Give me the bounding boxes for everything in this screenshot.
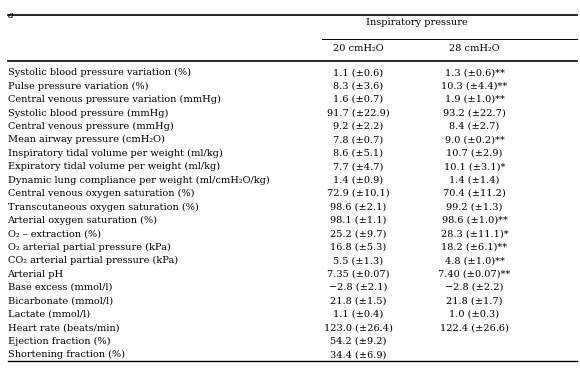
Text: Pulse pressure variation (%): Pulse pressure variation (%)	[8, 82, 148, 91]
Text: Transcutaneous oxygen saturation (%): Transcutaneous oxygen saturation (%)	[8, 202, 198, 212]
Text: 28.3 (±11.1)*: 28.3 (±11.1)*	[441, 229, 508, 238]
Text: 123.0 (±26.4): 123.0 (±26.4)	[324, 323, 393, 332]
Text: Heart rate (beats/min): Heart rate (beats/min)	[8, 323, 119, 332]
Text: 1.1 (±0.6): 1.1 (±0.6)	[334, 68, 383, 77]
Text: −2.8 (±2.1): −2.8 (±2.1)	[329, 283, 387, 292]
Text: Ejection fraction (%): Ejection fraction (%)	[8, 337, 110, 346]
Text: CO₂ arterial partial pressure (kPa): CO₂ arterial partial pressure (kPa)	[8, 256, 177, 265]
Text: 7.7 (±4.7): 7.7 (±4.7)	[334, 162, 383, 171]
Text: 16.8 (±5.3): 16.8 (±5.3)	[331, 243, 386, 252]
Text: a: a	[8, 11, 13, 20]
Text: 1.4 (±1.4): 1.4 (±1.4)	[450, 176, 499, 184]
Text: Inspiratory tidal volume per weight (ml/kg): Inspiratory tidal volume per weight (ml/…	[8, 149, 222, 158]
Text: Expiratory tidal volume per weight (ml/kg): Expiratory tidal volume per weight (ml/k…	[8, 162, 220, 171]
Text: 98.6 (±1.0)**: 98.6 (±1.0)**	[441, 216, 508, 225]
Text: 18.2 (±6.1)**: 18.2 (±6.1)**	[441, 243, 508, 252]
Text: 20 cmH₂O: 20 cmH₂O	[333, 44, 384, 53]
Text: Shortening fraction (%): Shortening fraction (%)	[8, 350, 125, 359]
Text: 72.9 (±10.1): 72.9 (±10.1)	[327, 189, 390, 198]
Text: Dynamic lung compliance per weight (ml/cmH₂O/kg): Dynamic lung compliance per weight (ml/c…	[8, 176, 269, 185]
Text: 5.5 (±1.3): 5.5 (±1.3)	[334, 256, 383, 265]
Text: 122.4 (±26.6): 122.4 (±26.6)	[440, 323, 509, 332]
Text: 7.35 (±0.07): 7.35 (±0.07)	[327, 269, 390, 279]
Text: O₂ arterial partial pressure (kPa): O₂ arterial partial pressure (kPa)	[8, 243, 171, 252]
Text: 21.8 (±1.7): 21.8 (±1.7)	[446, 297, 503, 305]
Text: Arterial pH: Arterial pH	[8, 269, 64, 279]
Text: 1.9 (±1.0)**: 1.9 (±1.0)**	[444, 95, 505, 104]
Text: 1.3 (±0.6)**: 1.3 (±0.6)**	[444, 68, 505, 77]
Text: 8.6 (±5.1): 8.6 (±5.1)	[334, 149, 383, 158]
Text: 54.2 (±9.2): 54.2 (±9.2)	[330, 337, 387, 346]
Text: Systolic blood pressure (mmHg): Systolic blood pressure (mmHg)	[8, 108, 168, 117]
Text: −2.8 (±2.2): −2.8 (±2.2)	[445, 283, 503, 292]
Text: 34.4 (±6.9): 34.4 (±6.9)	[330, 350, 387, 359]
Text: 93.2 (±22.7): 93.2 (±22.7)	[443, 108, 506, 117]
Text: Mean airway pressure (cmH₂O): Mean airway pressure (cmH₂O)	[8, 135, 164, 144]
Text: 8.4 (±2.7): 8.4 (±2.7)	[450, 122, 499, 131]
Text: 25.2 (±9.7): 25.2 (±9.7)	[330, 229, 387, 238]
Text: Arterial oxygen saturation (%): Arterial oxygen saturation (%)	[8, 216, 158, 225]
Text: 98.1 (±1.1): 98.1 (±1.1)	[330, 216, 387, 225]
Text: Central venous oxygen saturation (%): Central venous oxygen saturation (%)	[8, 189, 194, 198]
Text: 8.3 (±3.6): 8.3 (±3.6)	[334, 82, 383, 91]
Text: Central venous pressure (mmHg): Central venous pressure (mmHg)	[8, 122, 173, 131]
Text: 1.1 (±0.4): 1.1 (±0.4)	[334, 310, 383, 319]
Text: 1.6 (±0.7): 1.6 (±0.7)	[334, 95, 383, 104]
Text: 91.7 (±22.9): 91.7 (±22.9)	[327, 108, 390, 117]
Text: 70.4 (±11.2): 70.4 (±11.2)	[443, 189, 506, 198]
Text: 98.6 (±2.1): 98.6 (±2.1)	[331, 202, 386, 211]
Text: O₂ – extraction (%): O₂ – extraction (%)	[8, 229, 100, 238]
Text: 1.4 (±0.9): 1.4 (±0.9)	[334, 176, 383, 184]
Text: Systolic blood pressure variation (%): Systolic blood pressure variation (%)	[8, 68, 191, 77]
Text: Inspiratory pressure: Inspiratory pressure	[365, 18, 467, 27]
Text: 10.1 (±3.1)*: 10.1 (±3.1)*	[444, 162, 505, 171]
Text: 9.0 (±0.2)**: 9.0 (±0.2)**	[444, 135, 505, 144]
Text: 9.2 (±2.2): 9.2 (±2.2)	[334, 122, 383, 131]
Text: 1.0 (±0.3): 1.0 (±0.3)	[450, 310, 499, 319]
Text: 10.7 (±2.9): 10.7 (±2.9)	[446, 149, 503, 158]
Text: 7.40 (±0.07)**: 7.40 (±0.07)**	[438, 269, 510, 279]
Text: Base excess (mmol/l): Base excess (mmol/l)	[8, 283, 112, 292]
Text: Central venous pressure variation (mmHg): Central venous pressure variation (mmHg)	[8, 95, 220, 104]
Text: 28 cmH₂O: 28 cmH₂O	[449, 44, 500, 53]
Text: Bicarbonate (mmol/l): Bicarbonate (mmol/l)	[8, 297, 113, 305]
Text: 21.8 (±1.5): 21.8 (±1.5)	[330, 297, 387, 305]
Text: 7.8 (±0.7): 7.8 (±0.7)	[334, 135, 383, 144]
Text: Lactate (mmol/l): Lactate (mmol/l)	[8, 310, 90, 319]
Text: 10.3 (±4.4)**: 10.3 (±4.4)**	[441, 82, 508, 91]
Text: 4.8 (±1.0)**: 4.8 (±1.0)**	[444, 256, 505, 265]
Text: 99.2 (±1.3): 99.2 (±1.3)	[446, 202, 503, 211]
